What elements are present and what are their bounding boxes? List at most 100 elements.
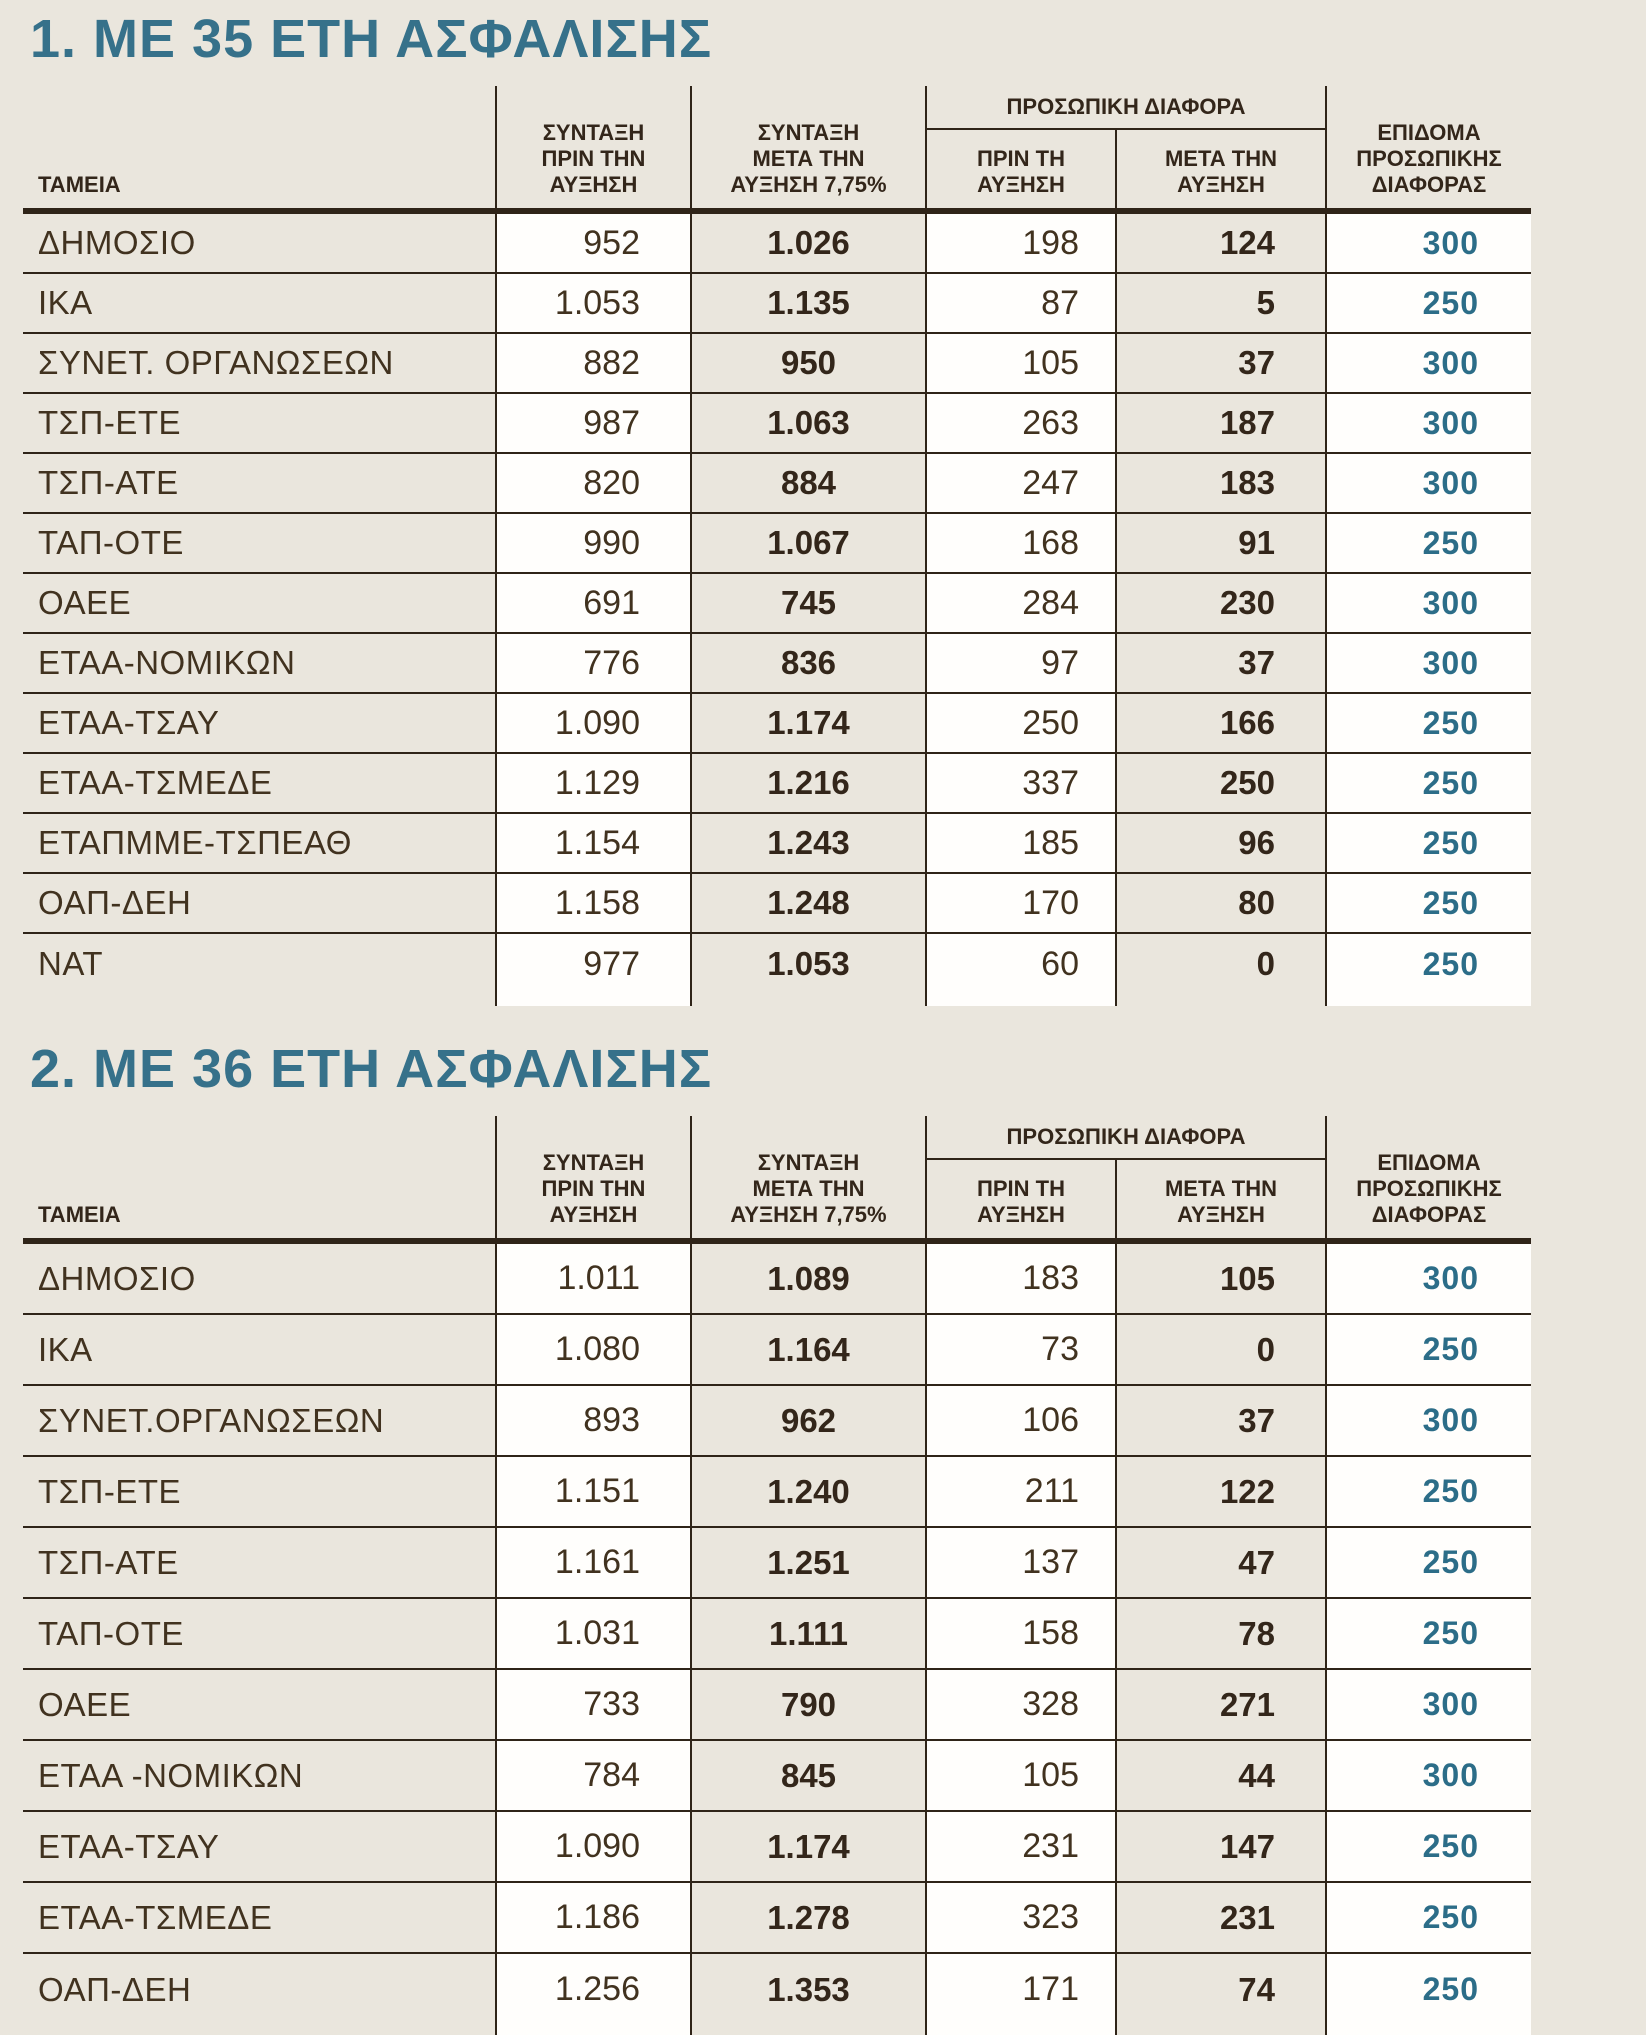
benefit-cell: 250 (1325, 874, 1531, 932)
column-header-pension-after: ΣΥΝΤΑΞΗ ΜΕΤΑ ΤΗΝ ΑΥΞΗΣΗ 7,75% (690, 1116, 925, 1238)
fund-name-cell: ΤΑΠ-ΟΤΕ (38, 1614, 184, 1652)
column-group-personal-difference: ΠΡΟΣΩΠΙΚΗ ΔΙΑΦΟΡΑ ΠΡΙΝ ΤΗ ΑΥΞΗΣΗ ΜΕΤΑ ΤΗ… (925, 1116, 1325, 1238)
column-group-header: ΠΡΟΣΩΠΙΚΗ ΔΙΑΦΟΡΑ (927, 86, 1325, 130)
pension-after-cell: 1.243 (690, 814, 925, 872)
diff-after-cell: 37 (1115, 334, 1325, 392)
table-header-row: ΤΑΜΕΙΑ ΣΥΝΤΑΞΗ ΠΡΙΝ ΤΗΝ ΑΥΞΗΣΗ ΣΥΝΤΑΞΗ Μ… (23, 1116, 1531, 1244)
pension-after-cell: 884 (690, 454, 925, 512)
fund-name-cell: ΣΥΝΕΤ.ΟΡΓΑΝΩΣΕΩΝ (38, 1401, 385, 1439)
table-body: ΔΗΜΟΣΙΟ 1.011 1.089 183 105 300 ΙΚΑ 1.08… (23, 1244, 1531, 2025)
fund-name-cell: ΕΤΑΑ-ΝΟΜΙΚΩΝ (38, 644, 296, 681)
pension-table-35: ΤΑΜΕΙΑ ΣΥΝΤΑΞΗ ΠΡΙΝ ΤΗΝ ΑΥΞΗΣΗ ΣΥΝΤΑΞΗ Μ… (23, 86, 1531, 1006)
diff-after-cell: 105 (1115, 1244, 1325, 1313)
table-bottom-bleed (23, 2025, 1531, 2035)
fund-name-cell: ΤΣΠ-ΕΤΕ (38, 1472, 182, 1510)
fund-name-cell: ΟΑΕΕ (38, 1685, 132, 1723)
column-group-header: ΠΡΟΣΩΠΙΚΗ ΔΙΑΦΟΡΑ (927, 1116, 1325, 1160)
fund-name-cell: ΟΑΕΕ (38, 584, 132, 621)
pension-before-cell: 882 (495, 334, 690, 392)
pension-before-cell: 1.186 (495, 1883, 690, 1952)
fund-name-cell: ΤΣΠ-ΑΤΕ (38, 464, 179, 501)
column-header-diff-before: ΠΡΙΝ ΤΗ ΑΥΞΗΣΗ (977, 146, 1065, 197)
diff-after-cell: 0 (1115, 1315, 1325, 1384)
table-row: ΤΣΠ-ΕΤΕ 1.151 1.240 211 122 250 (23, 1457, 1531, 1528)
diff-after-cell: 96 (1115, 814, 1325, 872)
benefit-cell: 250 (1325, 1954, 1531, 2025)
diff-after-cell: 91 (1115, 514, 1325, 572)
pension-after-cell: 950 (690, 334, 925, 392)
diff-after-cell: 122 (1115, 1457, 1325, 1526)
diff-before-cell: 328 (925, 1670, 1115, 1739)
table-row: ΤΣΠ-ΑΤΕ 1.161 1.251 137 47 250 (23, 1528, 1531, 1599)
table-row: ΤΣΠ-ΑΤΕ 820 884 247 183 300 (23, 454, 1531, 514)
pension-before-cell: 1.129 (495, 754, 690, 812)
benefit-cell: 300 (1325, 214, 1531, 272)
table-row: ΝΑΤ 977 1.053 60 0 250 (23, 934, 1531, 994)
section-title: 2. ΜΕ 36 ΕΤΗ ΑΣΦΑΛΙΣΗΣ (30, 1039, 713, 1099)
diff-before-cell: 284 (925, 574, 1115, 632)
pension-before-cell: 990 (495, 514, 690, 572)
fund-name-cell: ΕΤΑΑ-ΤΣΜΕΔΕ (38, 1898, 273, 1936)
fund-name-cell: ΙΚΑ (38, 1330, 93, 1368)
pension-before-cell: 820 (495, 454, 690, 512)
diff-after-cell: 47 (1115, 1528, 1325, 1597)
table-bottom-bleed (23, 994, 1531, 1006)
pension-before-cell: 1.158 (495, 874, 690, 932)
fund-name-cell: ΤΣΠ-ΕΤΕ (38, 404, 182, 441)
column-header-benefit: ΕΠΙΔΟΜΑ ΠΡΟΣΩΠΙΚΗΣ ΔΙΑΦΟΡΑΣ (1325, 1116, 1531, 1238)
pension-after-cell: 745 (690, 574, 925, 632)
diff-after-cell: 37 (1115, 1386, 1325, 1455)
diff-before-cell: 170 (925, 874, 1115, 932)
pension-after-cell: 1.251 (690, 1528, 925, 1597)
table-row: ΕΤΑΑ-ΤΣΑΥ 1.090 1.174 250 166 250 (23, 694, 1531, 754)
diff-before-cell: 323 (925, 1883, 1115, 1952)
pension-after-cell: 1.216 (690, 754, 925, 812)
column-header-funds: ΤΑΜΕΙΑ (38, 1202, 121, 1227)
column-header-funds: ΤΑΜΕΙΑ (38, 172, 121, 197)
diff-before-cell: 185 (925, 814, 1115, 872)
diff-before-cell: 60 (925, 934, 1115, 994)
table-row: ΤΣΠ-ΕΤΕ 987 1.063 263 187 300 (23, 394, 1531, 454)
fund-name-cell: ΙΚΑ (38, 284, 93, 321)
pension-after-cell: 1.248 (690, 874, 925, 932)
diff-after-cell: 250 (1115, 754, 1325, 812)
pension-before-cell: 1.090 (495, 1812, 690, 1881)
table-row: ΙΚΑ 1.053 1.135 87 5 250 (23, 274, 1531, 334)
fund-name-cell: ΤΣΠ-ΑΤΕ (38, 1543, 179, 1581)
diff-before-cell: 97 (925, 634, 1115, 692)
table-row: ΕΤΑΠΜΜΕ-ΤΣΠΕΑΘ 1.154 1.243 185 96 250 (23, 814, 1531, 874)
pension-after-cell: 1.240 (690, 1457, 925, 1526)
fund-name-cell: ΤΑΠ-ΟΤΕ (38, 524, 184, 561)
pension-after-cell: 1.353 (690, 1954, 925, 2025)
section-title: 1. ΜΕ 35 ΕΤΗ ΑΣΦΑΛΙΣΗΣ (30, 9, 713, 69)
table-row: ΟΑΠ-ΔΕΗ 1.256 1.353 171 74 250 (23, 1954, 1531, 2025)
fund-name-cell: ΟΑΠ-ΔΕΗ (38, 884, 192, 921)
benefit-cell: 300 (1325, 1670, 1531, 1739)
pension-after-cell: 1.135 (690, 274, 925, 332)
pension-after-cell: 1.278 (690, 1883, 925, 1952)
diff-before-cell: 105 (925, 334, 1115, 392)
benefit-cell: 250 (1325, 1883, 1531, 1952)
diff-after-cell: 0 (1115, 934, 1325, 994)
diff-after-cell: 166 (1115, 694, 1325, 752)
benefit-cell: 250 (1325, 754, 1531, 812)
fund-name-cell: ΣΥΝΕΤ. ΟΡΓΑΝΩΣΕΩΝ (38, 344, 394, 381)
fund-name-cell: ΕΤΑΑ-ΤΣΜΕΔΕ (38, 764, 273, 801)
benefit-cell: 300 (1325, 454, 1531, 512)
diff-before-cell: 168 (925, 514, 1115, 572)
pension-before-cell: 977 (495, 934, 690, 994)
table-row: ΔΗΜΟΣΙΟ 952 1.026 198 124 300 (23, 214, 1531, 274)
diff-before-cell: 106 (925, 1386, 1115, 1455)
table-row: ΣΥΝΕΤ.ΟΡΓΑΝΩΣΕΩΝ 893 962 106 37 300 (23, 1386, 1531, 1457)
table-row: ΤΑΠ-ΟΤΕ 990 1.067 168 91 250 (23, 514, 1531, 574)
table-body: ΔΗΜΟΣΙΟ 952 1.026 198 124 300 ΙΚΑ 1.053 … (23, 214, 1531, 994)
column-header-benefit: ΕΠΙΔΟΜΑ ΠΡΟΣΩΠΙΚΗΣ ΔΙΑΦΟΡΑΣ (1325, 86, 1531, 208)
diff-after-cell: 231 (1115, 1883, 1325, 1952)
pension-before-cell: 784 (495, 1741, 690, 1810)
fund-name-cell: ΔΗΜΟΣΙΟ (38, 224, 196, 261)
column-header-diff-before: ΠΡΙΝ ΤΗ ΑΥΞΗΣΗ (977, 1176, 1065, 1227)
pension-before-cell: 1.080 (495, 1315, 690, 1384)
benefit-cell: 250 (1325, 274, 1531, 332)
diff-before-cell: 247 (925, 454, 1115, 512)
